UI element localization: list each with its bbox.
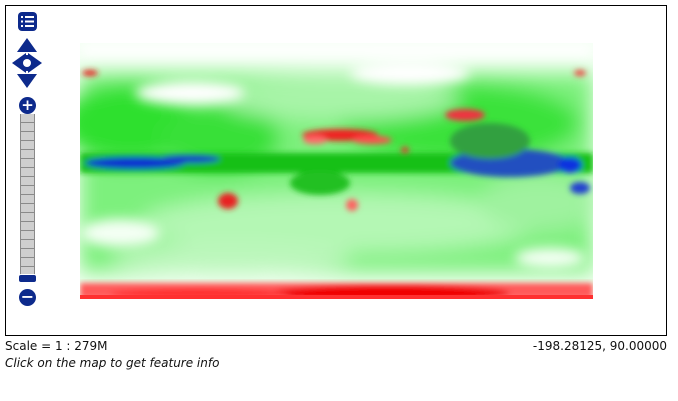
layer-list-icon [21, 16, 34, 27]
map-scale: Scale = 1 : 279M [5, 339, 108, 353]
world-heatmap[interactable] [80, 43, 593, 299]
cursor-coordinates: -198.28125, 90.00000 [532, 339, 667, 353]
status-bar: Scale = 1 : 279M -198.28125, 90.00000 [5, 339, 667, 355]
negative-patches [82, 70, 586, 211]
zoom-slider-thumb[interactable] [18, 274, 37, 283]
zoom-in-button[interactable]: + [19, 97, 36, 114]
pan-up-icon [17, 38, 37, 52]
neutral-patches [80, 43, 593, 268]
layer-switcher-icon[interactable] [18, 12, 37, 31]
feature-info-hint: Click on the map to get feature info [5, 356, 220, 370]
zoom-slider-track[interactable] [20, 114, 35, 278]
tropical-band [80, 123, 593, 195]
zoom-out-button[interactable]: − [19, 287, 36, 306]
pan-down-icon [17, 74, 37, 88]
map-viewport[interactable]: + − [5, 5, 667, 336]
pan-control[interactable] [10, 36, 44, 90]
